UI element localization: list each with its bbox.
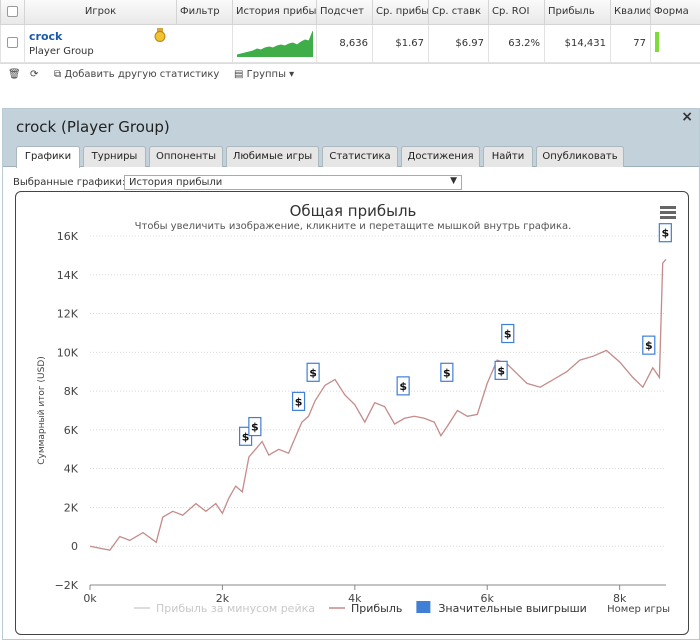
big-win-marker-label: $ <box>242 430 250 443</box>
big-win-marker-label: $ <box>443 366 451 379</box>
tab-favorite-games[interactable]: Любимые игры <box>226 146 319 167</box>
chart-subtitle: Чтобы увеличить изображение, кликните и … <box>134 221 572 232</box>
y-tick-label: 2K <box>64 501 79 514</box>
avg-stake-value: $6.97 <box>428 23 489 63</box>
big-win-marker <box>642 335 656 355</box>
x-tick-label: 0k <box>83 592 97 605</box>
col-profit-history[interactable]: История прибы <box>232 0 317 25</box>
y-tick-label: 10K <box>57 346 79 359</box>
panel-header: crock (Player Group) × <box>3 109 699 145</box>
big-win-marker <box>440 362 454 382</box>
avg-profit-value: $1.67 <box>372 23 429 63</box>
table-toolbar: 🗑 ⟳ ⧉ Добавить другую статистику ▤ Групп… <box>0 64 700 86</box>
tab-opponents[interactable]: Оппоненты <box>149 146 223 167</box>
col-qualif[interactable]: Квалиф <box>610 0 651 25</box>
player-cell[interactable]: crock Player Group <box>24 23 233 63</box>
chart-select-value: История прибыли <box>129 177 223 188</box>
profit-series-line <box>89 258 667 551</box>
chart-title: Общая прибыль <box>289 202 417 220</box>
y-axis-label: Суммарный итог (USD) <box>37 356 47 465</box>
table-row[interactable]: crock Player Group 8,636 $1.67 $6.97 63.… <box>0 23 700 63</box>
dropdown-arrow-icon: ▼ <box>450 176 457 186</box>
tab-statistics[interactable]: Статистика <box>322 146 398 167</box>
big-win-marker <box>396 376 410 396</box>
big-win-marker <box>248 416 262 437</box>
col-avg-stake[interactable]: Ср. ставк <box>428 0 489 25</box>
big-win-marker <box>501 323 515 344</box>
groups-dropdown[interactable]: ▤ Группы ▾ <box>234 69 295 80</box>
tab-charts[interactable]: Графики <box>16 146 80 168</box>
profit-sparkline <box>232 23 317 63</box>
legend-box-swatch <box>416 601 431 613</box>
tab-achievements[interactable]: Достижения <box>401 146 480 167</box>
legend-item-label: Значительные выигрыши <box>438 602 586 615</box>
big-win-marker <box>306 362 320 382</box>
chart-container[interactable]: −2K 0 2K 4K 6K 8K 10K 12K 14K 16K 0k 2k 4k 6k 8k Суммар… <box>15 191 689 635</box>
panel-title: crock (Player Group) <box>16 118 170 136</box>
col-avg-roi[interactable]: Ср. ROI <box>488 0 545 25</box>
x-axis-label: Номер игры <box>607 604 670 615</box>
tab-publish[interactable]: Опубликовать <box>536 146 624 167</box>
x-tick-label: 2k <box>216 592 230 605</box>
big-win-marker-label: $ <box>251 421 259 434</box>
big-win-marker-label: $ <box>645 339 653 352</box>
big-win-marker <box>494 360 508 380</box>
big-win-marker <box>291 391 306 411</box>
avg-roi-value: 63.2% <box>488 23 545 63</box>
trash-icon[interactable]: 🗑 <box>8 69 21 80</box>
big-win-marker-label: $ <box>309 366 317 379</box>
col-profit[interactable]: Прибыль <box>544 0 611 25</box>
y-tick-label: 14K <box>57 269 79 282</box>
tab-bar: Графики Турниры Оппоненты Любимые игры С… <box>3 145 699 168</box>
x-tick-label: 4k <box>348 592 362 605</box>
y-tick-label: −2K <box>55 579 79 592</box>
big-win-marker-label: $ <box>504 328 512 341</box>
y-tick-label: 16K <box>57 230 79 243</box>
form-indicator <box>650 23 700 63</box>
tab-search[interactable]: Найти <box>483 146 533 167</box>
profit-chart[interactable]: −2K 0 2K 4K 6K 8K 10K 12K 14K 16K 0k 2k 4k 6k 8k Суммар… <box>16 192 690 636</box>
sparkline-area <box>236 30 314 57</box>
medal-icon <box>154 28 166 42</box>
col-form[interactable]: Форма <box>650 0 700 25</box>
qualif-value: 77 <box>610 23 651 63</box>
player-panel: crock (Player Group) × Графики Турниры О… <box>2 108 700 640</box>
y-tick-label: 8K <box>64 385 79 398</box>
x-tick-label: 8k <box>613 592 627 605</box>
count-value: 8,636 <box>316 23 373 63</box>
profit-value: $14,431 <box>544 23 611 63</box>
close-icon[interactable]: × <box>681 109 693 125</box>
y-tick-label: 6K <box>64 424 79 437</box>
big-win-marker-label: $ <box>662 227 670 240</box>
chart-select[interactable]: История прибыли ▼ <box>124 175 462 190</box>
big-win-marker <box>658 223 672 243</box>
big-win-marker-label: $ <box>497 364 505 377</box>
big-win-marker-label: $ <box>399 380 407 393</box>
col-filter[interactable]: Фильтр <box>176 0 233 25</box>
legend-item-label: Прибыль за минусом рейка <box>156 602 315 615</box>
y-tick-label: 12K <box>57 308 79 321</box>
tab-tournaments[interactable]: Турниры <box>83 146 146 167</box>
x-tick-label: 6k <box>481 592 495 605</box>
selected-charts-label: Выбранные графики: <box>13 177 126 188</box>
col-player[interactable]: Игрок <box>24 0 177 25</box>
stats-table: Игрок Фильтр История прибы Подсчет Ср. п… <box>0 0 700 64</box>
add-stat-button[interactable]: ⧉ Добавить другую статистику <box>54 69 220 80</box>
player-group-label: Player Group <box>29 45 94 57</box>
big-win-marker-label: $ <box>295 395 303 408</box>
player-name-link[interactable]: crock <box>29 29 63 43</box>
row-checkbox[interactable] <box>7 37 18 49</box>
legend-item-label: Прибыль <box>351 602 402 615</box>
select-all-checkbox[interactable] <box>0 0 25 25</box>
hamburger-menu-icon[interactable] <box>660 206 676 221</box>
col-avg-profit[interactable]: Ср. прибы <box>372 0 429 25</box>
y-tick-label: 4K <box>64 463 79 476</box>
y-tick-label: 0 <box>71 540 78 553</box>
col-count[interactable]: Подсчет <box>316 0 373 25</box>
refresh-icon[interactable]: ⟳ <box>30 69 39 80</box>
